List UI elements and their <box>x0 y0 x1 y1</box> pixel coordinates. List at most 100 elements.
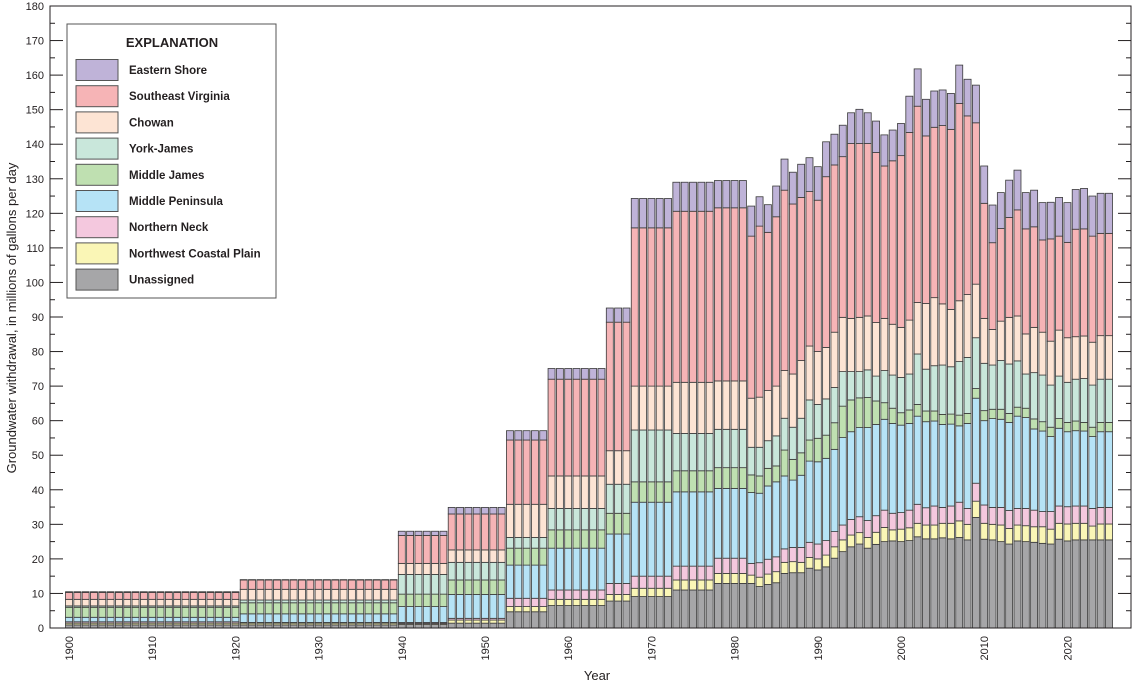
bar-segment-york-james-2016 <box>1030 372 1039 420</box>
bar-segment-eastern-shore-1940 <box>397 530 406 536</box>
bar-segment-middle-james-1996 <box>863 397 872 428</box>
bar-segment-middle-peninsula-1996 <box>863 427 872 521</box>
bar-segment-unassigned-2003 <box>922 538 930 629</box>
bar-segment-southeast-virginia-1940 <box>397 534 406 564</box>
bar-segment-northwest-coastal-plain-2016 <box>1030 526 1039 543</box>
bar-segment-unassigned-2008 <box>963 539 972 629</box>
bar-1963 <box>589 368 598 629</box>
bar-segment-eastern-shore-2005 <box>938 89 947 126</box>
bar-segment-northern-neck-1985 <box>772 556 781 573</box>
bar-segment-chowan-2025 <box>1105 335 1113 380</box>
bar-segment-eastern-shore-2006 <box>947 93 955 130</box>
bar-segment-chowan-2008 <box>963 294 972 358</box>
bar-segment-middle-james-1954 <box>514 547 523 566</box>
bar-segment-northwest-coastal-plain-1995 <box>855 532 864 545</box>
bar-segment-chowan-2002 <box>913 302 922 355</box>
x-tick-label: 1980 <box>730 636 742 660</box>
bar-segment-southeast-virginia-1920 <box>231 592 240 600</box>
bar-segment-middle-peninsula-1997 <box>872 424 880 517</box>
bar-segment-southeast-virginia-2017 <box>1038 239 1047 333</box>
bar-segment-middle-james-1950 <box>481 579 489 595</box>
bar-segment-northwest-coastal-plain-2024 <box>1096 523 1105 541</box>
bar-segment-unassigned-1998 <box>880 541 889 629</box>
x-tick-label: 1920 <box>230 636 242 660</box>
bar-segment-middle-peninsula-1970 <box>647 501 656 577</box>
bar-segment-northwest-coastal-plain-1990 <box>813 558 822 571</box>
bar-2017 <box>1038 202 1047 629</box>
bar-segment-chowan-1952 <box>497 549 506 563</box>
bar-segment-northern-neck-1978 <box>714 557 722 574</box>
bar-segment-southeast-virginia-1957 <box>539 439 548 505</box>
bar-segment-southeast-virginia-1939 <box>389 579 398 590</box>
bar-segment-eastern-shore-1908 <box>131 591 140 593</box>
legend-swatch <box>75 163 119 186</box>
bar-segment-southeast-virginia-1952 <box>497 513 506 551</box>
bar-segment-middle-peninsula-1909 <box>139 616 148 623</box>
bar-segment-york-james-1955 <box>522 537 531 549</box>
bar-segment-northern-neck-1966 <box>614 583 623 595</box>
bar-segment-middle-james-1981 <box>739 467 747 489</box>
bar-segment-middle-peninsula-2020 <box>1063 431 1072 508</box>
bar-segment-unassigned-1977 <box>705 589 714 629</box>
bar-segment-middle-james-1908 <box>131 606 140 618</box>
bar-segment-unassigned-1983 <box>755 586 764 629</box>
bar-segment-northwest-coastal-plain-1987 <box>788 561 797 574</box>
bar-1900 <box>65 591 73 629</box>
bar-segment-chowan-1973 <box>672 381 681 434</box>
bar-1969 <box>639 198 647 629</box>
bar-segment-middle-james-1920 <box>231 606 240 618</box>
bar-segment-york-james-1980 <box>730 428 739 469</box>
bar-segment-eastern-shore-1984 <box>763 204 772 233</box>
bar-segment-northwest-coastal-plain-1998 <box>880 527 889 543</box>
bar-segment-unassigned-1994 <box>847 546 855 629</box>
bar-segment-southeast-virginia-1981 <box>739 207 747 382</box>
bar-segment-northwest-coastal-plain-1983 <box>755 576 764 587</box>
bar-segment-middle-peninsula-1968 <box>630 501 639 577</box>
bar-segment-chowan-2023 <box>1088 341 1097 386</box>
bar-segment-york-james-1988 <box>797 417 806 454</box>
bar-segment-york-james-1942 <box>414 574 423 595</box>
bar-segment-york-james-1967 <box>622 483 631 514</box>
bar-segment-york-james-1938 <box>381 599 390 604</box>
y-tick-label: 110 <box>26 243 44 255</box>
bar-segment-northern-neck-1997 <box>872 515 880 533</box>
bar-segment-eastern-shore-1903 <box>90 591 98 593</box>
bar-segment-middle-james-1938 <box>381 602 390 615</box>
bar-segment-chowan-1983 <box>755 396 764 448</box>
bar-segment-unassigned-1966 <box>614 600 623 629</box>
bar-segment-northern-neck-1958 <box>547 589 556 600</box>
bar-segment-northwest-coastal-plain-1967 <box>622 594 631 602</box>
bar-segment-eastern-shore-1917 <box>206 591 215 593</box>
bar-segment-middle-peninsula-1969 <box>639 501 647 577</box>
bar-1925 <box>273 579 281 629</box>
bar-segment-northern-neck-2011 <box>988 506 997 525</box>
bar-segment-middle-james-1936 <box>364 602 373 615</box>
y-tick-label: 80 <box>32 347 44 359</box>
bar-segment-middle-james-1957 <box>539 547 548 566</box>
bar-segment-middle-james-1939 <box>389 602 398 615</box>
bar-segment-chowan-1931 <box>323 588 331 601</box>
bar-segment-middle-peninsula-1951 <box>489 594 498 619</box>
bar-1954 <box>514 430 523 629</box>
bar-segment-unassigned-2001 <box>905 540 914 629</box>
bar-segment-chowan-1938 <box>381 588 390 601</box>
bar-segment-chowan-2016 <box>1030 326 1039 374</box>
bar-segment-northwest-coastal-plain-1977 <box>705 579 714 591</box>
bar-segment-unassigned-1950 <box>481 622 489 629</box>
bar-segment-york-james-1923 <box>256 599 265 604</box>
bar-segment-middle-peninsula-1942 <box>414 606 423 623</box>
bar-segment-chowan-1982 <box>747 397 756 448</box>
bar-segment-southeast-virginia-1938 <box>381 579 390 590</box>
bar-segment-chowan-1980 <box>730 380 739 430</box>
bar-segment-york-james-1972 <box>664 429 672 483</box>
bar-segment-northern-neck-2019 <box>1055 505 1063 524</box>
bar-segment-northwest-coastal-plain-2007 <box>955 520 964 538</box>
y-tick-label: 30 <box>32 519 44 531</box>
bar-segment-northern-neck-1959 <box>555 589 564 600</box>
bar-segment-middle-peninsula-1923 <box>256 613 265 623</box>
bar-segment-middle-james-2022 <box>1080 421 1088 432</box>
bar-segment-eastern-shore-2016 <box>1030 189 1039 228</box>
bar-segment-chowan-1929 <box>306 588 315 601</box>
bar-segment-middle-james-1911 <box>156 606 165 618</box>
bar-segment-northwest-coastal-plain-2001 <box>905 527 914 541</box>
